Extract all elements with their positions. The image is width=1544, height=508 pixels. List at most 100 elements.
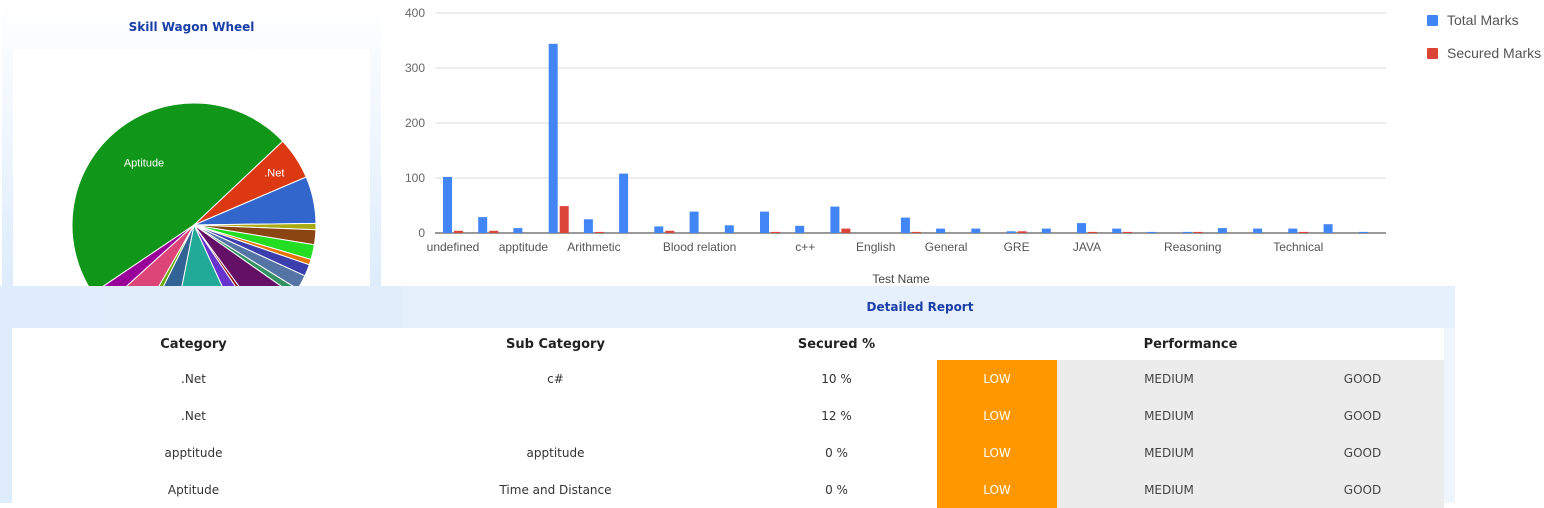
bar-secured-marks[interactable] (1017, 231, 1027, 233)
bar-total-marks[interactable] (830, 206, 840, 233)
bar-total-marks[interactable] (760, 211, 769, 233)
bar-secured-marks[interactable] (841, 228, 851, 233)
bar-total-marks[interactable] (1217, 228, 1227, 233)
cell-sub-category: Time and Distance (499, 482, 612, 497)
legend-swatch-total-marks (1427, 15, 1438, 26)
bar-total-marks[interactable] (1112, 228, 1122, 233)
performance-good-cell: GOOD (1281, 471, 1444, 508)
x-tick-label: Technical (1273, 240, 1323, 254)
bar-total-marks[interactable] (619, 173, 629, 233)
bar-total-marks[interactable] (971, 228, 981, 233)
cell-secured-percent: 12 % (821, 408, 852, 423)
bar-total-marks[interactable] (443, 176, 452, 233)
detailed-report-table: Category Sub Category Secured % Performa… (12, 328, 1444, 508)
bar-secured-marks[interactable] (1193, 231, 1203, 233)
detailed-report-title: Detailed Report (866, 300, 974, 314)
bar-secured-marks[interactable] (489, 230, 499, 233)
bar-secured-marks[interactable] (559, 206, 569, 233)
table-row: Aptitude Time and Distance 0 % LOW MEDIU… (12, 471, 1444, 508)
x-axis-title: Test Name (872, 272, 930, 286)
pie-chart-title: Skill Wagon Wheel (128, 20, 255, 34)
bar-secured-marks[interactable] (1299, 231, 1309, 233)
bar-total-marks[interactable] (1006, 231, 1016, 233)
x-tick-label: Reasoning (1164, 240, 1221, 254)
bar-total-marks[interactable] (1288, 228, 1298, 233)
bar-total-marks[interactable] (1253, 228, 1263, 233)
performance-low-cell: LOW (937, 434, 1057, 471)
y-tick-label: 0 (418, 226, 425, 240)
cell-category: apptitude (164, 445, 223, 460)
y-tick-label: 100 (405, 171, 425, 185)
x-tick-label: apptitude (499, 240, 549, 254)
bar-total-marks[interactable] (1358, 231, 1368, 233)
performance-medium-cell: MEDIUM (1057, 471, 1281, 508)
bar-chart: 0 100 200 300 400 undefined apptitude Arithmeti… (405, 6, 1386, 286)
legend-label-total-marks: Total Marks (1447, 12, 1519, 28)
x-tick-label: undefined (427, 240, 480, 254)
performance-good-cell: GOOD (1281, 434, 1444, 471)
cell-sub-category: apptitude (526, 445, 585, 460)
cell-category: .Net (181, 408, 206, 423)
bar-total-marks[interactable] (1323, 224, 1333, 233)
bar-total-marks[interactable] (654, 226, 664, 233)
table-row: .Net c# 10 % LOW MEDIUM GOOD (12, 360, 1444, 397)
performance-low-cell: LOW (937, 397, 1057, 434)
bar-total-marks[interactable] (1077, 223, 1086, 233)
bar-total-marks[interactable] (548, 43, 558, 233)
header-performance: Performance (1143, 336, 1238, 352)
bar-secured-marks[interactable] (1088, 231, 1097, 233)
performance-good-cell: GOOD (1281, 397, 1444, 434)
performance-good-cell: GOOD (1281, 360, 1444, 397)
bar-total-marks[interactable] (583, 219, 593, 234)
cell-secured-percent: 10 % (821, 371, 852, 386)
bar-total-marks[interactable] (795, 225, 805, 233)
detailed-report-table-wrap: Category Sub Category Secured % Performa… (12, 328, 1444, 508)
x-tick-label: c++ (795, 240, 815, 254)
pie-slice-aptitude[interactable] (71, 102, 284, 294)
bar-total-marks[interactable] (936, 228, 946, 233)
performance-medium-cell: MEDIUM (1057, 360, 1281, 397)
bar-total-marks[interactable] (1182, 231, 1192, 233)
bar-total-marks[interactable] (689, 211, 699, 233)
bar-secured-marks[interactable] (594, 231, 604, 233)
y-tick-label: 200 (405, 116, 425, 130)
x-tick-label: Arithmetic (567, 240, 620, 254)
x-tick-label: JAVA (1073, 240, 1101, 254)
bar-total-marks[interactable] (478, 217, 488, 233)
bar-secured-marks[interactable] (665, 230, 675, 233)
performance-medium-cell: MEDIUM (1057, 397, 1281, 434)
header-secured-percent: Secured % (797, 336, 876, 352)
pie-slice-12[interactable] (193, 224, 262, 299)
legend-swatch-secured-marks (1427, 48, 1438, 59)
header-category: Category (160, 336, 227, 352)
pie-slice-dbms[interactable] (170, 223, 245, 299)
cell-category: .Net (181, 371, 206, 386)
performance-low-cell: LOW (937, 360, 1057, 397)
bar-secured-marks[interactable] (1123, 231, 1133, 233)
bar-secured-marks[interactable] (911, 231, 921, 233)
bar-total-marks[interactable] (1147, 231, 1157, 233)
cell-category: Aptitude (167, 482, 220, 497)
pie-label-aptitude: Aptitude (124, 158, 164, 170)
cell-sub-category (375, 397, 736, 434)
report-panel-header (403, 286, 1455, 328)
bar-secured-marks[interactable] (454, 230, 463, 233)
cell-secured-percent: 0 % (825, 445, 848, 460)
bar-total-marks[interactable] (513, 228, 523, 233)
table-header-row: Category Sub Category Secured % Performa… (12, 328, 1444, 360)
pie-chart-area: Aptitude.NetDBMS (13, 49, 370, 299)
bar-total-marks[interactable] (724, 225, 734, 233)
cell-secured-percent: 0 % (825, 482, 848, 497)
bar-total-marks[interactable] (900, 217, 910, 233)
x-tick-label: English (856, 240, 895, 254)
pie-label-net: .Net (264, 167, 284, 179)
x-tick-label: Blood relation (663, 240, 736, 254)
cell-sub-category: c# (547, 371, 564, 386)
pie-slice-11[interactable] (193, 224, 266, 299)
y-tick-label: 400 (405, 6, 425, 20)
performance-low-cell: LOW (937, 471, 1057, 508)
header-sub-category: Sub Category (506, 336, 605, 352)
bar-total-marks[interactable] (1041, 228, 1051, 233)
bar-secured-marks[interactable] (771, 231, 780, 233)
x-tick-label: GRE (1004, 240, 1030, 254)
